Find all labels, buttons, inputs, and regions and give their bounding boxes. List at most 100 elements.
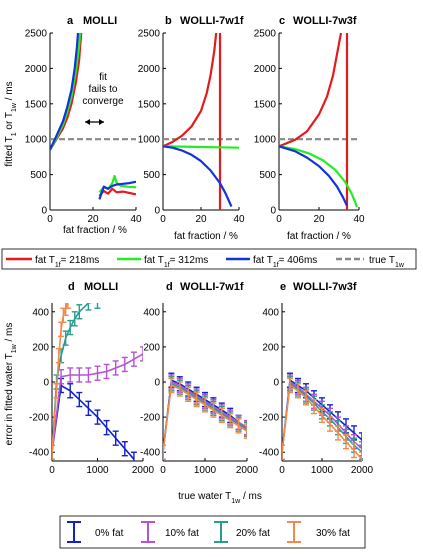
legend-label: 30% fat xyxy=(316,528,350,539)
series-line xyxy=(52,303,69,453)
y-tick-label: 0 xyxy=(43,378,49,389)
panel-d-label: d xyxy=(68,281,75,293)
x-tick-label: 0 xyxy=(279,465,285,476)
error-bar xyxy=(359,441,362,457)
error-bar xyxy=(163,444,166,460)
top-legend-box xyxy=(1,248,417,270)
error-bar xyxy=(67,367,74,383)
y-tick-label: 1000 xyxy=(138,135,161,146)
series-line xyxy=(52,384,135,460)
bottom-x-axis-label: true water T1w / ms xyxy=(178,491,262,505)
error-bar xyxy=(76,367,83,383)
error-bar xyxy=(58,321,65,338)
x-tick-label: 0 xyxy=(49,465,55,476)
y-tick-label: -400 xyxy=(29,448,49,459)
y-tick-label: 400 xyxy=(32,307,49,318)
y-tick-label: -200 xyxy=(29,413,49,424)
y-tick-label: 2000 xyxy=(138,64,161,75)
error-bar xyxy=(343,433,349,450)
error-bar xyxy=(121,356,128,373)
top-legend-item: true T1w xyxy=(336,255,405,269)
bottom-legend-item: 10% fat xyxy=(141,521,199,543)
y-tick-label: 400 xyxy=(262,307,279,318)
y-tick-label: 200 xyxy=(262,342,279,353)
error-bar xyxy=(168,377,175,394)
error-bar xyxy=(210,402,217,418)
y-tick-label: 1500 xyxy=(254,99,277,110)
bottom-y-axis-label: error in fitted water T1w / ms xyxy=(4,323,18,446)
panel-e-plot: 0 1000 2000 -400 -200 0 200 400 xyxy=(259,303,374,476)
panel-b-title: WOLLI-7w1f xyxy=(180,15,244,27)
bottom-legend-box xyxy=(59,515,366,549)
error-bar xyxy=(244,423,247,439)
error-bar xyxy=(282,444,285,460)
error-bar xyxy=(227,412,234,429)
x-tick-label: 40 xyxy=(233,214,245,225)
series-line xyxy=(50,33,80,151)
x-tick-label: 2000 xyxy=(132,465,155,476)
annotation-line-2: fails to xyxy=(89,84,118,95)
error-bar xyxy=(202,397,208,413)
series-line xyxy=(279,145,348,207)
panel-a-title: MOLLI xyxy=(83,15,117,27)
x-tick-label: 2000 xyxy=(236,465,259,476)
series-line xyxy=(163,145,239,149)
top-legend-item: fat T1f= 312ms xyxy=(117,255,208,269)
series-line xyxy=(279,33,343,148)
annotation-line-1: fit xyxy=(99,72,107,83)
panel-c-label: c xyxy=(279,15,285,27)
series-line xyxy=(279,145,359,208)
y-tick-label: -400 xyxy=(259,448,279,459)
x-tick-label: 0 xyxy=(276,214,282,225)
y-tick-label: 500 xyxy=(30,170,47,181)
error-bar xyxy=(303,390,309,406)
panel-e-label: e xyxy=(280,281,286,293)
panel-a-label: a xyxy=(67,15,74,27)
plot-area xyxy=(50,33,136,200)
panel-b-x-label: fat fraction / % xyxy=(174,231,238,242)
error-bar xyxy=(244,421,247,438)
error-bar xyxy=(55,347,62,364)
error-bar xyxy=(130,451,137,461)
error-bar xyxy=(244,419,247,436)
plot-area xyxy=(282,372,362,461)
error-bar xyxy=(319,407,325,424)
error-bar xyxy=(76,304,83,320)
series-line xyxy=(98,187,136,197)
x-tick-label: 0 xyxy=(47,214,53,225)
error-bar xyxy=(185,386,192,402)
error-bar xyxy=(218,407,225,424)
top-y-axis-label: fitted T1 or T1w / ms xyxy=(4,81,18,166)
plot-area xyxy=(279,33,359,210)
y-tick-label: 1000 xyxy=(254,135,277,146)
panel-b-label: b xyxy=(165,15,172,27)
error-bar xyxy=(112,430,119,446)
y-tick-label: 0 xyxy=(273,378,279,389)
error-bar xyxy=(85,367,92,383)
error-bar xyxy=(71,311,78,327)
double-arrow-icon xyxy=(85,119,104,125)
top-legend-item: fat T1f= 218ms xyxy=(6,255,99,269)
y-tick-label: 200 xyxy=(32,342,49,353)
error-bar xyxy=(94,303,101,309)
annotation-line-3: converge xyxy=(82,96,124,107)
legend-label: fat T1f= 406ms xyxy=(253,255,317,269)
error-bar xyxy=(140,346,143,362)
y-tick-label: 500 xyxy=(143,170,160,181)
error-bar xyxy=(359,444,362,460)
x-tick-label: 40 xyxy=(130,214,142,225)
error-bar xyxy=(103,419,110,436)
y-tick-label: 2500 xyxy=(138,29,161,40)
error-bar xyxy=(67,383,74,399)
y-tick-label: 2000 xyxy=(25,64,48,75)
plot-area xyxy=(163,372,247,460)
x-tick-label: 20 xyxy=(313,214,325,225)
y-tick-label: -200 xyxy=(140,413,160,424)
legend-label: 10% fat xyxy=(165,528,199,539)
errorbar-icon xyxy=(287,521,301,543)
error-bar xyxy=(64,303,71,309)
y-tick-label: 200 xyxy=(143,342,160,353)
series-line xyxy=(163,145,233,207)
error-bar xyxy=(94,409,101,425)
y-tick-label: 0 xyxy=(270,206,276,217)
